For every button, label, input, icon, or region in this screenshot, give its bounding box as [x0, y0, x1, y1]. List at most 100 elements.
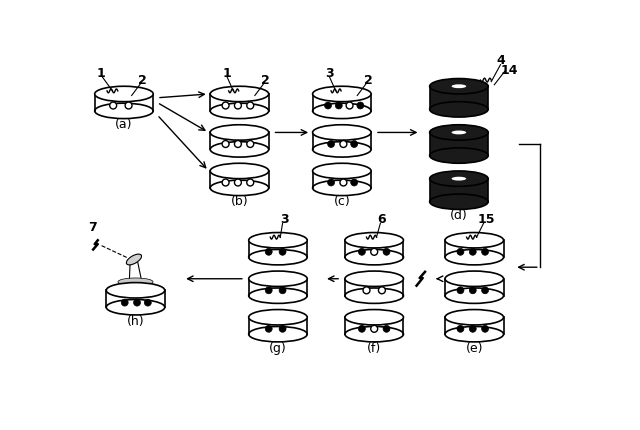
Text: 2: 2	[261, 74, 270, 86]
Ellipse shape	[429, 79, 488, 94]
Ellipse shape	[222, 102, 229, 109]
Ellipse shape	[445, 271, 504, 286]
Ellipse shape	[210, 86, 269, 101]
Polygon shape	[345, 317, 403, 334]
Text: 14: 14	[501, 64, 518, 77]
Text: 2: 2	[138, 74, 147, 86]
Polygon shape	[210, 132, 269, 149]
Ellipse shape	[357, 102, 364, 109]
Polygon shape	[345, 240, 403, 257]
Polygon shape	[429, 178, 488, 202]
Polygon shape	[249, 240, 307, 257]
Ellipse shape	[210, 103, 269, 119]
Text: 1: 1	[223, 67, 232, 80]
Ellipse shape	[234, 179, 241, 186]
Polygon shape	[429, 86, 488, 109]
Ellipse shape	[378, 287, 385, 294]
Ellipse shape	[371, 249, 378, 255]
Ellipse shape	[346, 102, 353, 109]
Ellipse shape	[210, 180, 269, 196]
Ellipse shape	[312, 163, 371, 178]
Ellipse shape	[445, 249, 504, 265]
Polygon shape	[312, 94, 371, 111]
Ellipse shape	[445, 310, 504, 325]
Ellipse shape	[351, 179, 358, 186]
Ellipse shape	[95, 86, 153, 101]
Ellipse shape	[445, 288, 504, 304]
Ellipse shape	[445, 326, 504, 342]
Ellipse shape	[363, 287, 370, 294]
Ellipse shape	[340, 141, 347, 147]
Polygon shape	[210, 94, 269, 111]
Ellipse shape	[469, 287, 476, 294]
Ellipse shape	[429, 171, 488, 186]
Ellipse shape	[210, 125, 269, 140]
Ellipse shape	[328, 141, 335, 147]
Ellipse shape	[482, 326, 488, 332]
Ellipse shape	[249, 310, 307, 325]
Ellipse shape	[345, 271, 403, 286]
Text: (g): (g)	[269, 341, 287, 355]
Text: (h): (h)	[127, 315, 144, 328]
Ellipse shape	[247, 141, 253, 147]
Ellipse shape	[247, 102, 253, 109]
Text: (b): (b)	[230, 195, 248, 208]
Polygon shape	[106, 290, 164, 307]
Ellipse shape	[125, 102, 132, 109]
Ellipse shape	[452, 131, 466, 135]
Ellipse shape	[279, 326, 286, 332]
Polygon shape	[429, 132, 488, 156]
Ellipse shape	[429, 148, 488, 163]
Ellipse shape	[222, 141, 229, 147]
Text: 2: 2	[364, 74, 372, 86]
Ellipse shape	[358, 326, 365, 332]
Ellipse shape	[335, 102, 342, 109]
Polygon shape	[249, 317, 307, 334]
Ellipse shape	[234, 102, 241, 109]
Ellipse shape	[279, 249, 286, 255]
Text: 15: 15	[478, 213, 495, 226]
Ellipse shape	[118, 278, 153, 286]
Ellipse shape	[482, 249, 488, 255]
Ellipse shape	[345, 233, 403, 248]
Ellipse shape	[312, 180, 371, 196]
Ellipse shape	[429, 101, 488, 117]
Ellipse shape	[340, 179, 347, 186]
Ellipse shape	[457, 287, 464, 294]
Ellipse shape	[469, 326, 476, 332]
Ellipse shape	[429, 194, 488, 209]
Ellipse shape	[345, 326, 403, 342]
Ellipse shape	[328, 179, 335, 186]
Ellipse shape	[106, 300, 164, 315]
Ellipse shape	[457, 326, 464, 332]
Ellipse shape	[383, 249, 390, 255]
Ellipse shape	[383, 326, 390, 332]
Ellipse shape	[452, 177, 466, 181]
Ellipse shape	[249, 233, 307, 248]
Ellipse shape	[210, 142, 269, 157]
Text: (e): (e)	[465, 341, 483, 355]
Ellipse shape	[134, 299, 141, 306]
Ellipse shape	[249, 288, 307, 304]
Polygon shape	[95, 94, 153, 111]
Polygon shape	[445, 240, 504, 257]
Ellipse shape	[482, 287, 488, 294]
Text: 1: 1	[97, 68, 105, 80]
Ellipse shape	[210, 163, 269, 178]
Text: (c): (c)	[333, 195, 350, 208]
Polygon shape	[312, 171, 371, 188]
Ellipse shape	[126, 254, 141, 265]
Text: (d): (d)	[450, 209, 468, 222]
Polygon shape	[312, 132, 371, 149]
Ellipse shape	[265, 326, 272, 332]
Ellipse shape	[324, 102, 332, 109]
Ellipse shape	[371, 326, 378, 332]
Ellipse shape	[121, 299, 128, 306]
Text: 3: 3	[325, 67, 334, 80]
Text: 3: 3	[280, 213, 289, 226]
Ellipse shape	[445, 233, 504, 248]
Ellipse shape	[312, 103, 371, 119]
Text: (f): (f)	[367, 341, 381, 355]
Ellipse shape	[358, 249, 365, 255]
Ellipse shape	[265, 287, 272, 294]
